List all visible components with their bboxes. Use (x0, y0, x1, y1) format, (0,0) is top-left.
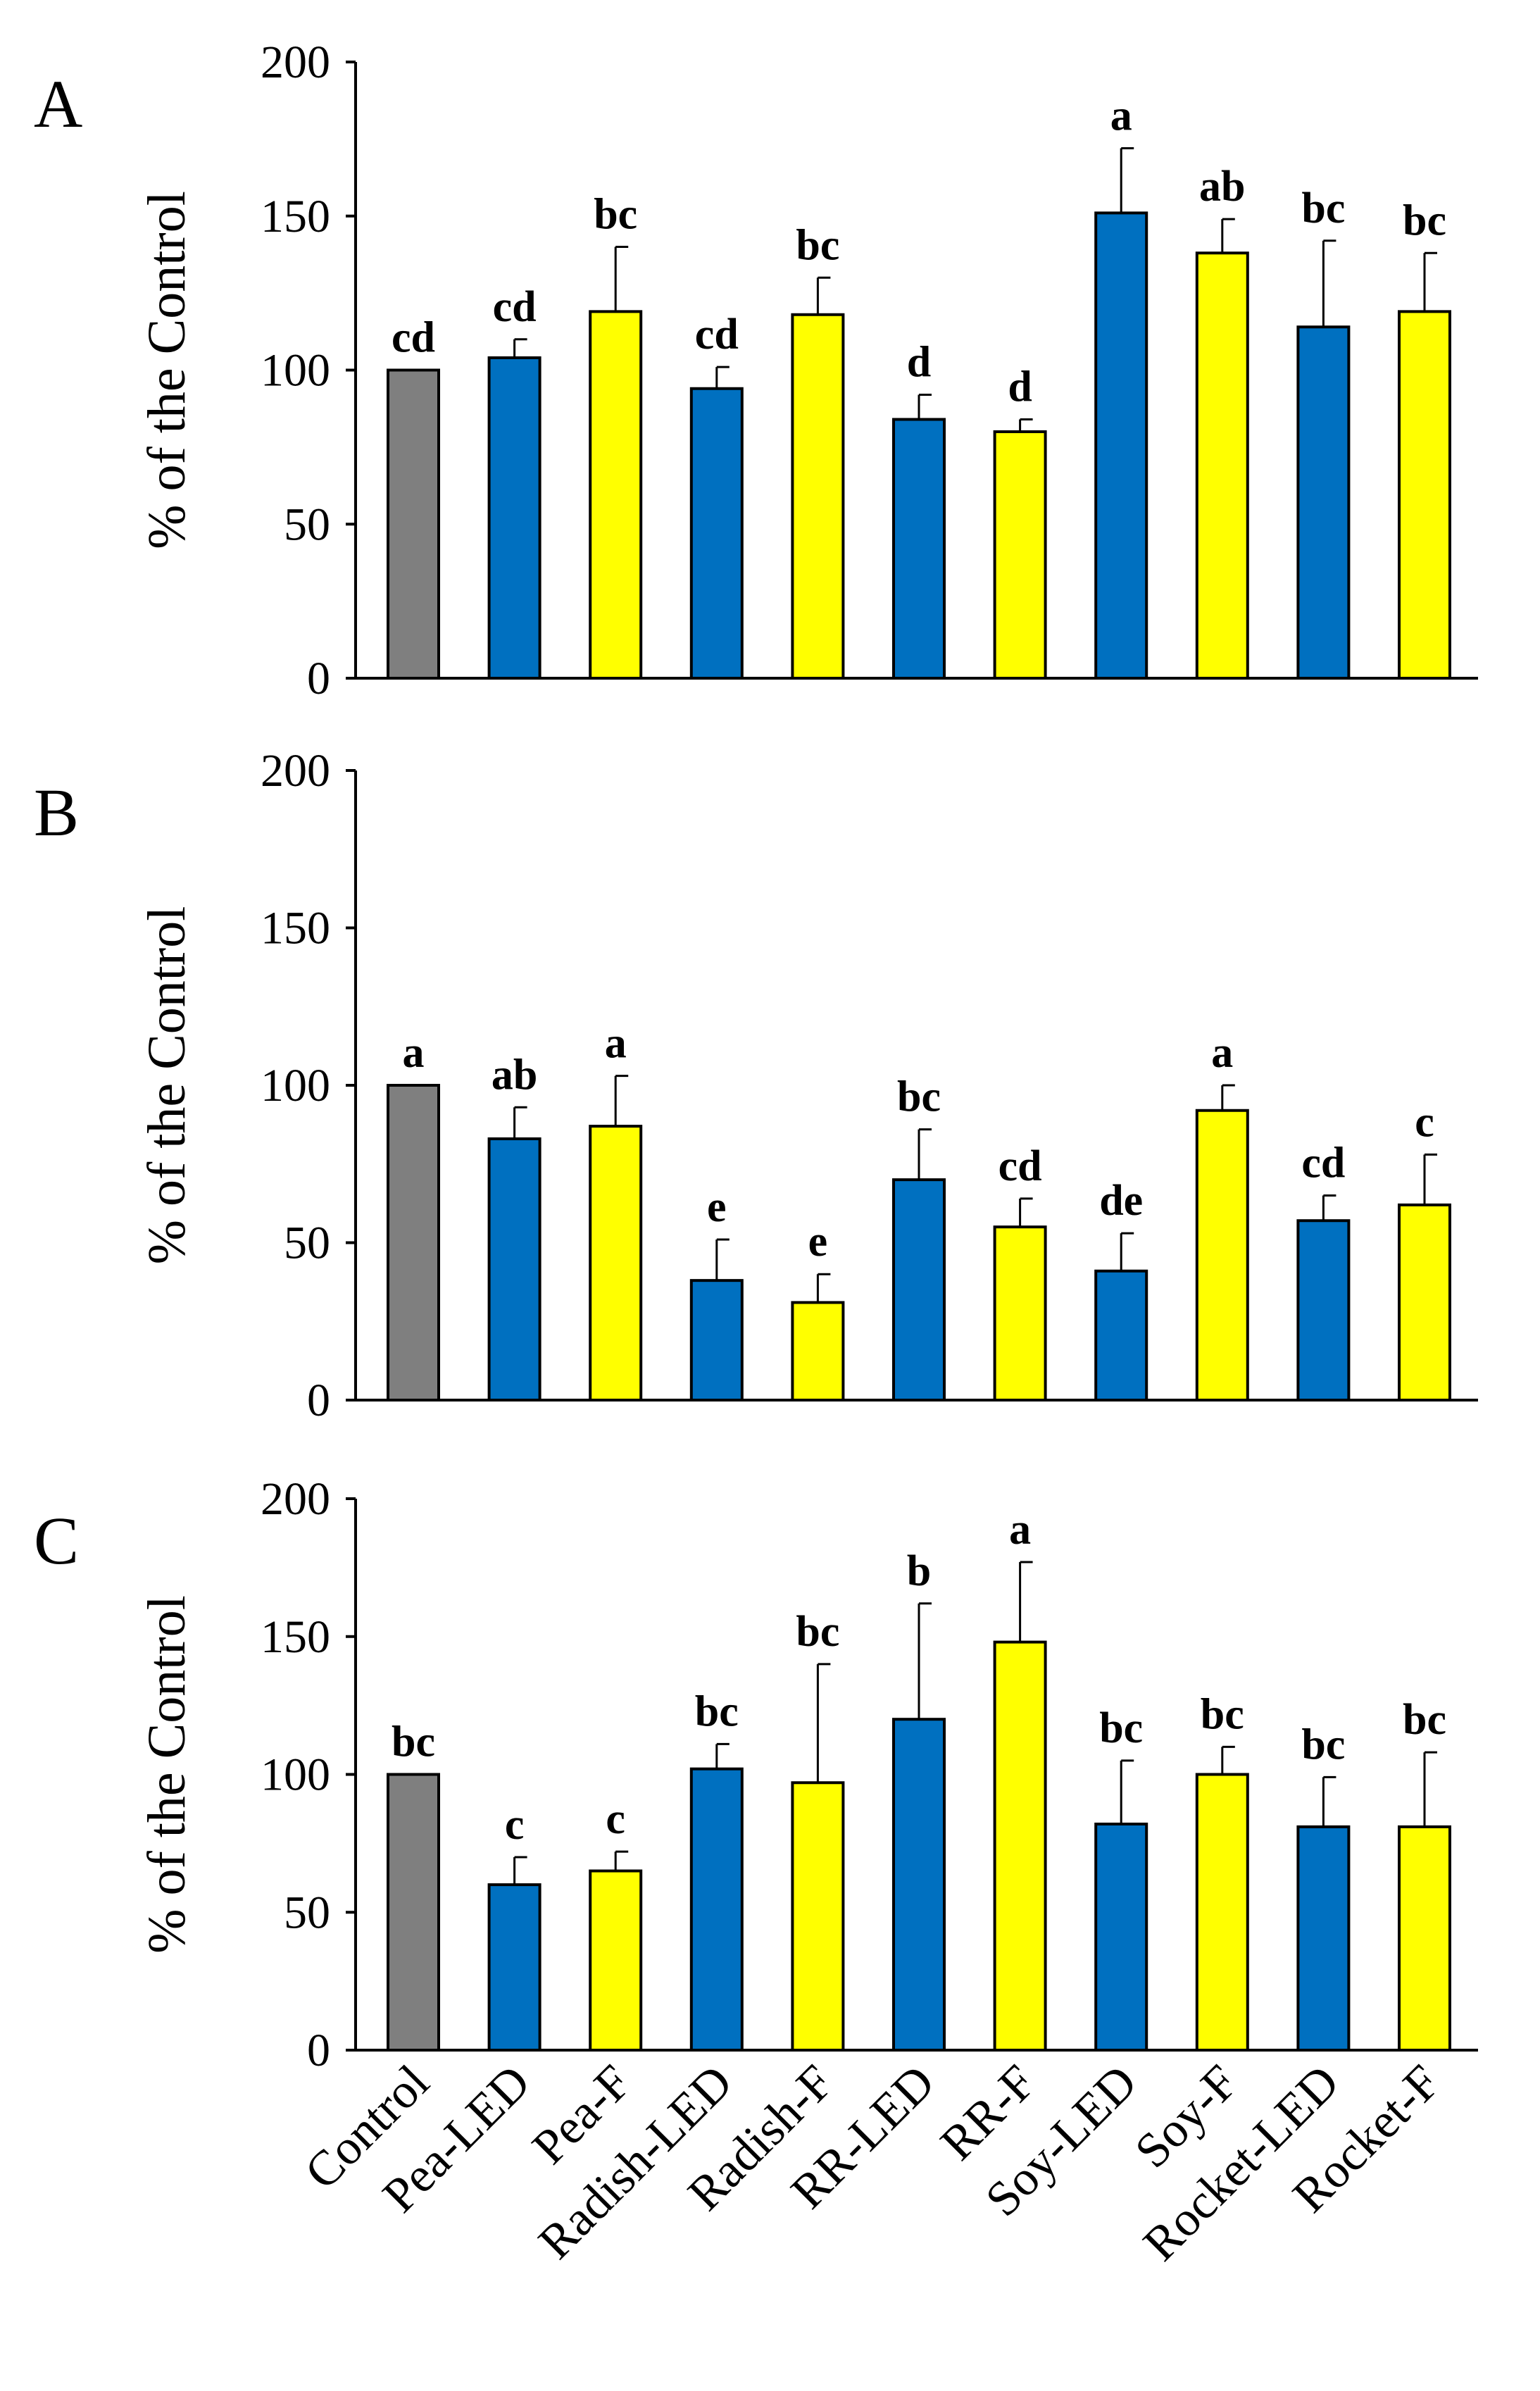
y-axis-label: % of the Control (137, 1595, 196, 1954)
y-tick-label: 50 (284, 1887, 330, 1938)
y-tick-label: 0 (307, 1375, 330, 1426)
panel-letter: A (34, 66, 82, 142)
bar (892, 1178, 946, 1401)
significance-letter: d (907, 339, 931, 387)
y-tick-label: 0 (307, 653, 330, 704)
bar (689, 387, 744, 680)
y-tick-label: 200 (261, 37, 330, 88)
y-tick-label: 50 (284, 499, 330, 550)
bar (487, 1883, 541, 2052)
bar (487, 356, 541, 680)
significance-letter: c (606, 1795, 625, 1843)
bar (1195, 1773, 1249, 2052)
y-tick-label: 150 (261, 191, 330, 242)
bar (791, 1781, 845, 2052)
y-axis-label: % of the Control (137, 906, 196, 1265)
significance-letter: a (403, 1029, 425, 1077)
significance-letter: a (1110, 92, 1132, 140)
y-tick-label: 150 (261, 903, 330, 954)
bar (1296, 325, 1351, 680)
bar (791, 1301, 845, 1402)
significance-letter: bc (1301, 1721, 1345, 1768)
panel-b: B % of the Control 0 50 100 150 200 a ab a e e bc cd d… (34, 745, 1478, 1426)
panel-a: A % of the Control 0 50 100 150 200 cd cd bc cd bc d… (34, 37, 1478, 704)
significance-letter: a (1211, 1029, 1233, 1077)
significance-letter: a (605, 1020, 627, 1068)
bar (387, 1773, 440, 2052)
bar (487, 1137, 541, 1401)
significance-letter: bc (392, 1718, 435, 1766)
bar (892, 1718, 946, 2052)
significance-letter: bc (796, 221, 839, 269)
bar (1195, 1109, 1249, 1401)
significance-letter: bc (897, 1073, 941, 1121)
y-tick-label: 100 (261, 1060, 330, 1111)
significance-letter: bc (1301, 185, 1345, 232)
bar (1195, 251, 1249, 680)
significance-letter: cd (493, 283, 537, 331)
bar (387, 1084, 440, 1401)
panel-letter: B (34, 775, 79, 850)
significance-letter: bc (695, 1687, 739, 1735)
significance-letter: bc (796, 1608, 839, 1656)
bar (1296, 1219, 1351, 1401)
significance-letter: ab (492, 1051, 537, 1099)
significance-letter: bc (1099, 1704, 1143, 1752)
y-tick-label: 100 (261, 345, 330, 397)
significance-letter: b (907, 1547, 931, 1595)
bar (387, 368, 440, 680)
bar (1398, 1203, 1451, 1401)
significance-letter: de (1099, 1177, 1143, 1225)
bar (589, 1125, 643, 1401)
y-tick-label: 0 (307, 2025, 330, 2076)
y-tick-label: 150 (261, 1611, 330, 1663)
significance-letter: cd (1301, 1139, 1345, 1187)
significance-letter: cd (999, 1142, 1042, 1190)
bar (589, 310, 643, 680)
bar (1094, 1269, 1148, 1401)
bar (1094, 1822, 1148, 2052)
significance-letter: e (808, 1218, 828, 1266)
panel-c: C % of the Control 0 50 100 150 200 bc c c bc bc b a b… (34, 1473, 1478, 2271)
significance-letter: bc (1201, 1690, 1244, 1738)
bar (993, 1640, 1047, 2052)
significance-letter: d (1008, 363, 1032, 411)
y-tick-label: 100 (261, 1749, 330, 1801)
bar (1398, 310, 1451, 680)
y-tick-label: 50 (284, 1218, 330, 1269)
significance-letter: cd (392, 314, 435, 362)
y-tick-label: 200 (261, 745, 330, 797)
bar (1094, 211, 1148, 680)
bar (689, 1279, 744, 1402)
significance-letter: bc (594, 191, 637, 239)
significance-letter: c (505, 1801, 525, 1849)
y-tick-label: 200 (261, 1473, 330, 1525)
bar (892, 418, 946, 680)
bar (589, 1869, 643, 2052)
y-axis-label: % of the Control (137, 191, 196, 549)
significance-letter: a (1009, 1506, 1031, 1554)
bar (1296, 1825, 1351, 2052)
bar (993, 430, 1047, 680)
significance-letter: e (707, 1183, 727, 1231)
bar (791, 313, 845, 680)
significance-letter: c (1415, 1098, 1434, 1146)
significance-letter: bc (1403, 1696, 1446, 1744)
bar (689, 1767, 744, 2052)
panel-letter: C (34, 1503, 79, 1578)
significance-letter: cd (695, 311, 739, 358)
bar (993, 1225, 1047, 1402)
significance-letter: bc (1403, 196, 1446, 244)
bar (1398, 1825, 1451, 2052)
significance-letter: ab (1199, 163, 1245, 211)
